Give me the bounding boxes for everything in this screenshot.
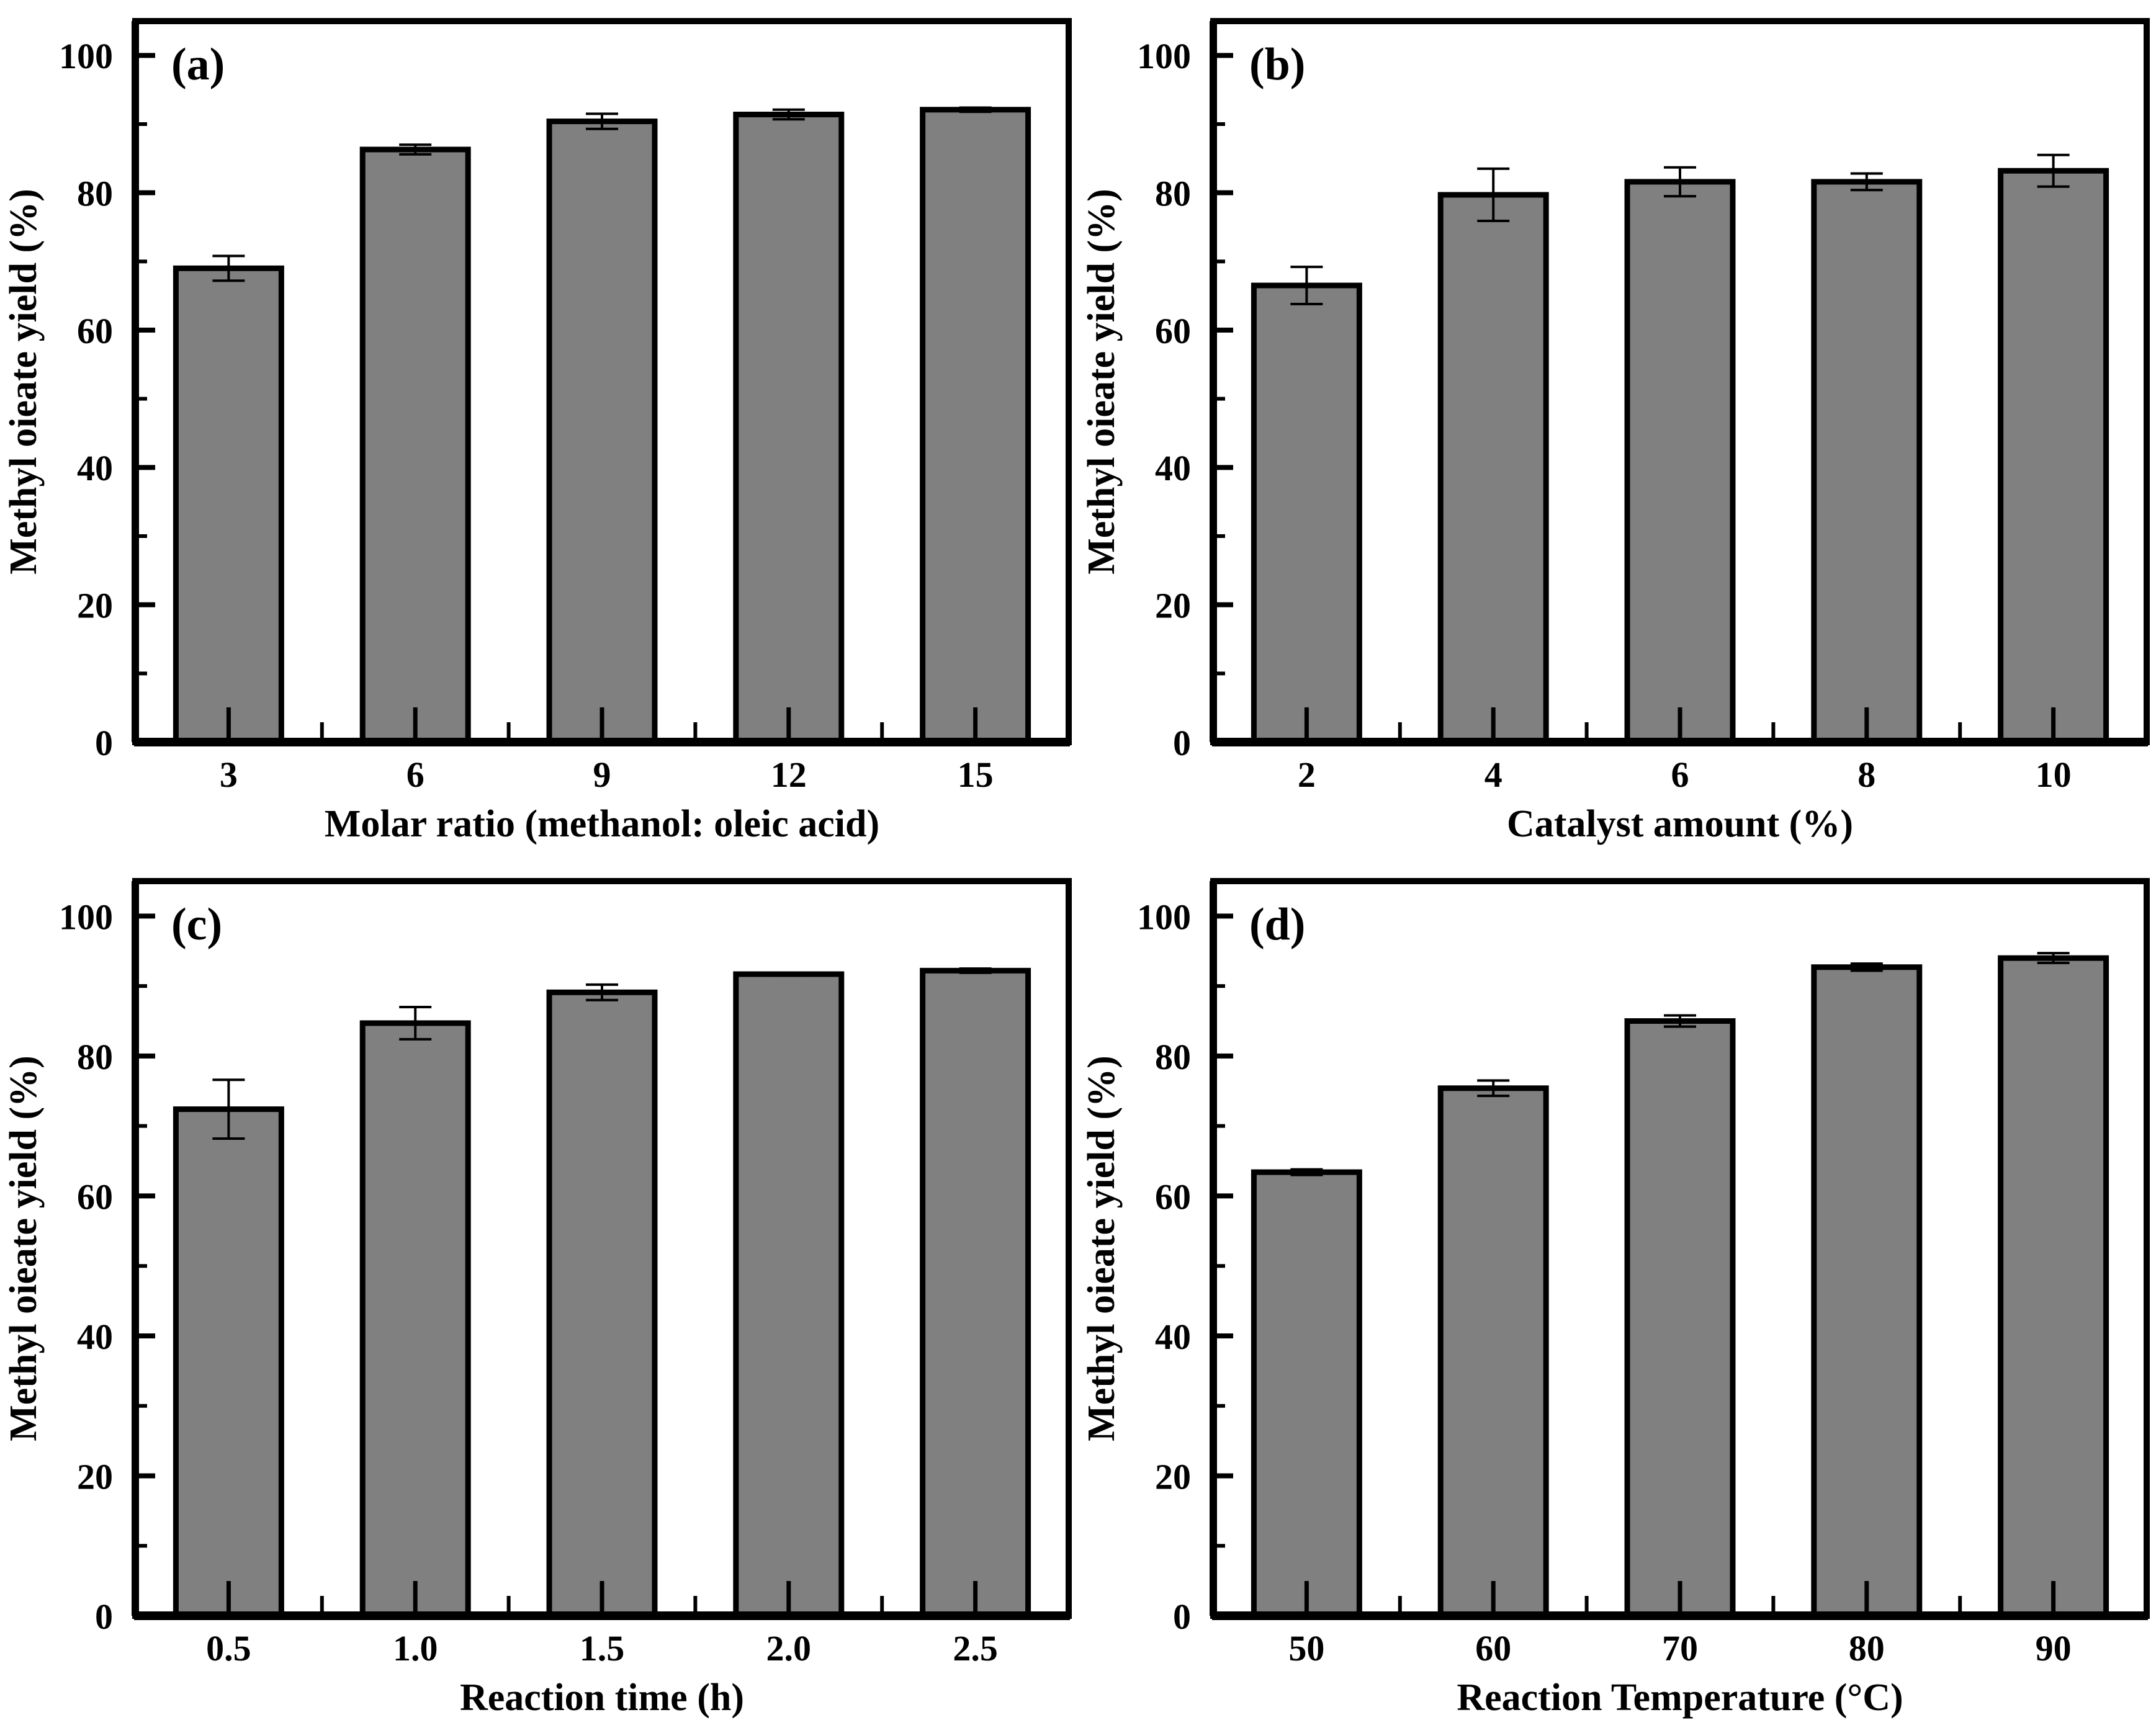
x-tick-label: 9 <box>593 755 611 795</box>
bar-50 <box>1251 1169 1362 1619</box>
y-tick-label: 20 <box>1155 586 1191 626</box>
bar-3 <box>173 265 284 745</box>
panel-b-chart: 0 20 40 60 80 100 2 4 6 8 10 (b) Catalyst amount (%)… <box>1078 0 2156 860</box>
bar-2.5 <box>920 967 1031 1619</box>
panel-label: (a) <box>171 39 225 90</box>
bar-1.5 <box>546 989 658 1619</box>
y-tick-label: 100 <box>1137 36 1191 76</box>
y-tick-label: 20 <box>77 1456 113 1497</box>
bar-2 <box>1251 282 1362 745</box>
x-tick-label: 2.0 <box>766 1628 812 1668</box>
y-tick-label: 80 <box>77 1037 113 1077</box>
y-tick-label: 40 <box>1155 1317 1191 1357</box>
bar-60 <box>1437 1085 1549 1619</box>
x-tick-label: 4 <box>1484 755 1502 795</box>
x-tick-label: 90 <box>2036 1628 2072 1668</box>
panel-a: 0 20 40 60 80 100 3 6 9 12 15 (a) Molar ratio (metha… <box>0 0 1078 860</box>
bar-15 <box>920 107 1031 745</box>
panel-b: 0 20 40 60 80 100 2 4 6 8 10 (b) Catalyst amount (%)… <box>1078 0 2156 860</box>
y-tick-label: 80 <box>1155 174 1191 214</box>
bar-12 <box>733 112 845 745</box>
panel-background <box>0 860 1078 1720</box>
x-tick-label: 70 <box>1662 1628 1698 1668</box>
y-tick-label: 0 <box>95 1597 113 1637</box>
panel-background <box>1078 0 2156 860</box>
x-tick-label: 2.5 <box>953 1628 998 1668</box>
bar-0.5 <box>173 1106 284 1619</box>
y-tick-label: 60 <box>77 311 113 351</box>
y-axis-title: Methyl oieate yield (%) <box>1080 189 1123 575</box>
y-tick-label: 60 <box>1155 311 1191 351</box>
bar-80 <box>1811 964 1923 1619</box>
y-tick-label: 0 <box>1173 1597 1191 1637</box>
x-tick-label: 10 <box>2036 755 2072 795</box>
bar-10 <box>1998 168 2109 745</box>
y-tick-label: 20 <box>1155 1456 1191 1497</box>
bar-8 <box>1811 179 1923 745</box>
x-tick-label: 6 <box>1671 755 1689 795</box>
panel-c: 0 20 40 60 80 100 0.5 1.0 1.5 2.0 2.5 (c) Reaction t… <box>0 860 1078 1720</box>
x-tick-label: 8 <box>1857 755 1875 795</box>
panel-a-chart: 0 20 40 60 80 100 3 6 9 12 15 (a) Molar ratio (metha… <box>0 0 1078 860</box>
y-tick-label: 60 <box>77 1176 113 1217</box>
y-tick-label: 40 <box>77 448 113 488</box>
panel-c-chart: 0 20 40 60 80 100 0.5 1.0 1.5 2.0 2.5 (c) Reaction t… <box>0 860 1078 1720</box>
x-tick-label: 80 <box>1849 1628 1885 1668</box>
x-tick-label: 3 <box>220 755 238 795</box>
y-tick-label: 80 <box>77 174 113 214</box>
y-tick-label: 40 <box>77 1317 113 1357</box>
panel-d: 0 20 40 60 80 100 50 60 70 80 90 (d) Reaction Temper… <box>1078 860 2156 1720</box>
panel-d-chart: 0 20 40 60 80 100 50 60 70 80 90 (d) Reaction Temper… <box>1078 860 2156 1720</box>
x-tick-label: 12 <box>771 755 807 795</box>
y-tick-label: 80 <box>1155 1037 1191 1077</box>
x-axis-title: Molar ratio (methanol: oleic acid) <box>325 803 879 845</box>
y-tick-label: 40 <box>1155 448 1191 488</box>
x-tick-label: 2 <box>1298 755 1316 795</box>
y-tick-label: 0 <box>95 723 113 763</box>
bar-6 <box>1624 179 1736 745</box>
x-axis-title: Reaction time (h) <box>460 1677 744 1719</box>
y-tick-label: 100 <box>1137 897 1191 937</box>
x-tick-label: 50 <box>1288 1628 1324 1668</box>
bar-1.0 <box>359 1020 471 1619</box>
y-tick-label: 20 <box>77 586 113 626</box>
bar-2.0 <box>733 971 845 1619</box>
bar-70 <box>1624 1018 1736 1619</box>
bar-4 <box>1437 192 1549 745</box>
x-tick-label: 0.5 <box>206 1628 251 1668</box>
x-tick-label: 60 <box>1475 1628 1511 1668</box>
x-tick-label: 15 <box>958 755 994 795</box>
panel-label: (d) <box>1249 899 1305 950</box>
panel-label: (b) <box>1249 39 1305 90</box>
y-tick-label: 0 <box>1173 723 1191 763</box>
y-tick-label: 100 <box>59 897 113 937</box>
panel-background <box>0 0 1078 860</box>
y-tick-label: 100 <box>59 36 113 76</box>
bar-6 <box>359 146 471 745</box>
panel-label: (c) <box>171 899 222 950</box>
x-tick-label: 6 <box>406 755 424 795</box>
x-axis-title: Reaction Temperature (°C) <box>1457 1677 1903 1719</box>
x-tick-label: 1.5 <box>580 1628 625 1668</box>
y-axis-title: Methyl oieate yield (%) <box>2 189 45 575</box>
panel-background <box>1078 860 2156 1720</box>
y-axis-title: Methyl oieate yield (%) <box>2 1055 45 1441</box>
bar-9 <box>546 119 658 745</box>
x-tick-label: 1.0 <box>393 1628 438 1668</box>
y-axis-title: Methyl oieate yield (%) <box>1080 1055 1123 1441</box>
x-axis-title: Catalyst amount (%) <box>1507 803 1853 845</box>
y-tick-label: 60 <box>1155 1176 1191 1217</box>
bar-90 <box>1998 955 2109 1619</box>
